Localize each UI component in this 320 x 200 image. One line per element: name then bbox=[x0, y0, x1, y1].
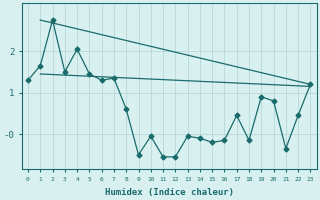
X-axis label: Humidex (Indice chaleur): Humidex (Indice chaleur) bbox=[105, 188, 234, 197]
